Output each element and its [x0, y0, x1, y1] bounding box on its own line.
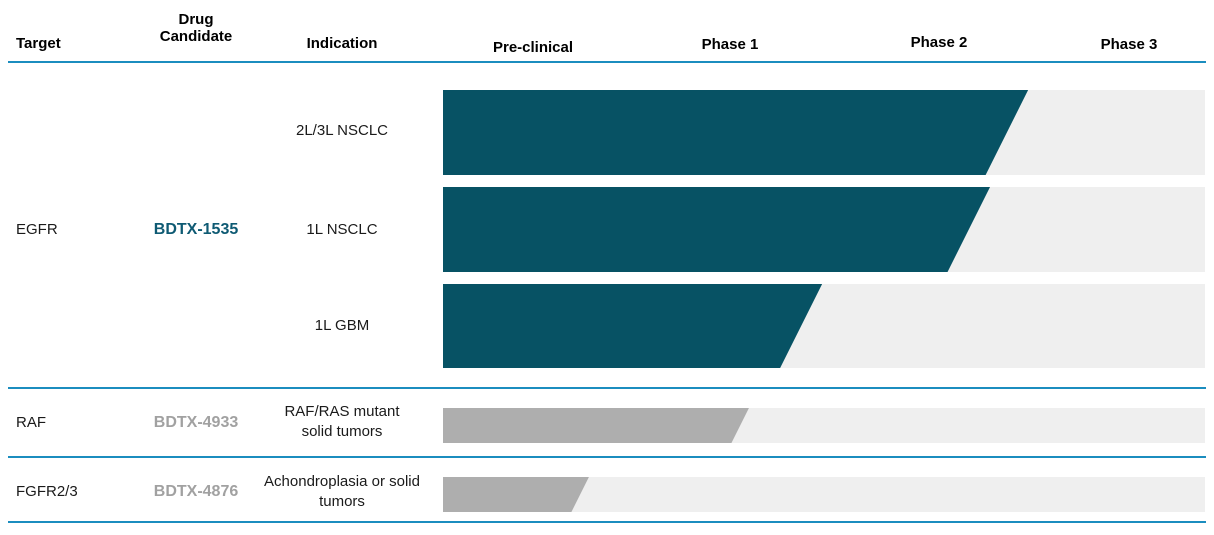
candidate-label-bdtx-4933: BDTX-4933: [153, 414, 239, 432]
target-label-egfr: EGFR: [16, 220, 58, 238]
column-header-drug-candidate: Drug Candidate: [159, 11, 233, 45]
progress-bar-1l-gbm: [443, 284, 1205, 368]
progress-bar-achondroplasia: [443, 477, 1205, 512]
progress-bar-1l-nsclc: [443, 187, 1205, 272]
indication-label-2l3l-nsclc: 2L/3L NSCLC: [296, 121, 388, 139]
column-header-target: Target: [16, 35, 61, 52]
progress-bar-fill: [443, 187, 990, 272]
indication-label-1l-nsclc: 1L NSCLC: [306, 220, 378, 238]
indication-label-1l-gbm: 1L GBM: [314, 316, 370, 334]
phase-header-phase1: Phase 1: [701, 36, 759, 53]
progress-bar-raf-ras: [443, 408, 1205, 443]
phase-header-preclinical: Pre-clinical: [492, 39, 574, 56]
divider-raf-fgfr: [8, 456, 1206, 458]
column-header-indication: Indication: [306, 35, 378, 52]
indication-label-achondroplasia: Achondroplasia or solid tumors: [264, 472, 420, 510]
phase-header-phase2: Phase 2: [910, 34, 968, 51]
phase-header-phase3: Phase 3: [1100, 36, 1158, 53]
progress-bar-fill: [443, 284, 822, 368]
indication-label-raf-ras: RAF/RAS mutant solid tumors: [284, 402, 400, 440]
progress-bar-fill: [443, 408, 749, 443]
candidate-label-bdtx-1535: BDTX-1535: [153, 221, 239, 239]
target-label-fgfr23: FGFR2/3: [16, 482, 78, 500]
divider-bottom: [8, 521, 1206, 523]
progress-bar-fill: [443, 90, 1028, 175]
candidate-label-bdtx-4876: BDTX-4876: [153, 483, 239, 501]
progress-bar-2l3l-nsclc: [443, 90, 1205, 175]
header-underline: [8, 61, 1206, 63]
progress-bar-fill: [443, 477, 589, 512]
divider-egfr-raf: [8, 387, 1206, 389]
target-label-raf: RAF: [16, 413, 46, 431]
